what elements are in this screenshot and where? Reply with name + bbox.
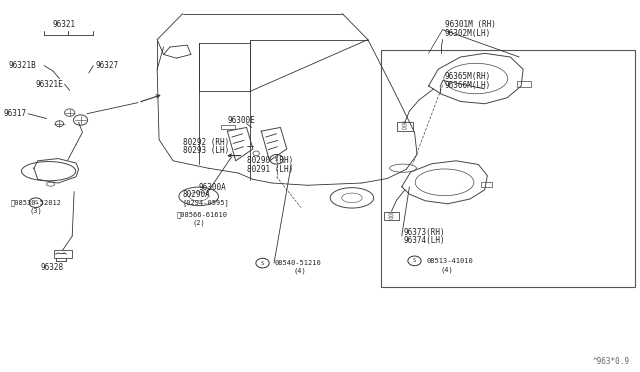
Text: (3): (3): [29, 208, 42, 214]
Bar: [516, 81, 531, 87]
Text: 96373(RH): 96373(RH): [403, 228, 445, 237]
Text: 96321B: 96321B: [9, 61, 36, 70]
Text: 96365M(RH): 96365M(RH): [445, 72, 491, 81]
Text: 80291 (LH): 80291 (LH): [246, 165, 293, 174]
Text: 96301M (RH): 96301M (RH): [445, 20, 495, 29]
Bar: [384, 212, 399, 220]
Text: 96321E: 96321E: [36, 80, 63, 89]
Text: S: S: [413, 259, 416, 263]
Text: ^963*0.9: ^963*0.9: [593, 357, 630, 366]
Text: 96328: 96328: [40, 263, 63, 272]
Text: S: S: [34, 200, 38, 205]
Text: 80290A: 80290A: [182, 190, 211, 199]
Text: Ⓝ08530-52012: Ⓝ08530-52012: [10, 199, 61, 206]
Text: 80293 (LH): 80293 (LH): [182, 146, 229, 155]
Bar: [481, 182, 492, 187]
Text: (2): (2): [192, 220, 205, 226]
Text: Ⓝ08566-61610: Ⓝ08566-61610: [176, 212, 227, 218]
Bar: [381, 50, 635, 287]
Text: 80290 (RH): 80290 (RH): [246, 156, 293, 165]
Text: 80292 (RH): 80292 (RH): [182, 138, 229, 147]
Text: S: S: [275, 157, 278, 162]
Text: 96321: 96321: [53, 20, 76, 29]
Text: 08540-51210: 08540-51210: [274, 260, 321, 266]
Text: 96300E: 96300E: [227, 116, 255, 125]
Bar: [397, 122, 413, 131]
Text: 96366M(LH): 96366M(LH): [445, 81, 491, 90]
Text: (4): (4): [440, 266, 453, 273]
Text: 96374(LH): 96374(LH): [403, 236, 445, 246]
Bar: [221, 125, 235, 129]
Text: 96317: 96317: [4, 109, 27, 118]
Text: 96327: 96327: [95, 61, 118, 70]
Text: (4): (4): [293, 268, 306, 275]
Text: S: S: [261, 261, 264, 266]
Text: 96300A: 96300A: [198, 183, 227, 192]
Bar: [54, 250, 72, 258]
Text: 08513-41010: 08513-41010: [427, 258, 474, 264]
Text: 96302M(LH): 96302M(LH): [445, 29, 491, 38]
Text: [0294-0595]: [0294-0595]: [182, 199, 230, 206]
